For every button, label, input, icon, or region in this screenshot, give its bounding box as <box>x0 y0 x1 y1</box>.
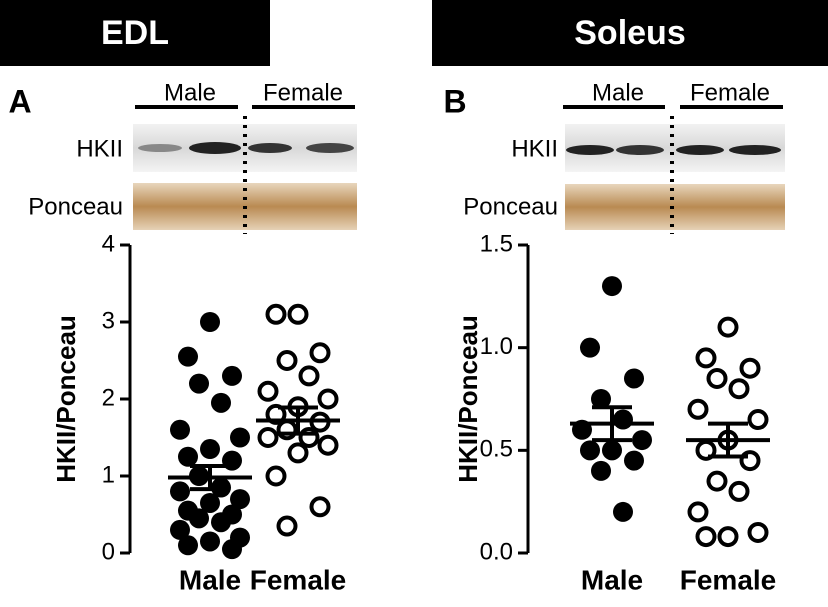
header-bar <box>0 0 270 66</box>
data-point <box>287 442 309 464</box>
y-tick-label: 1.5 <box>480 230 513 257</box>
data-point <box>591 389 611 409</box>
blot-group-label: Female <box>690 79 770 106</box>
blot-row-label: HKII <box>511 135 558 162</box>
data-point <box>178 535 198 556</box>
data-point <box>739 357 761 379</box>
data-point <box>170 519 190 540</box>
data-point <box>257 380 279 402</box>
data-point <box>178 346 198 367</box>
data-point <box>200 492 220 513</box>
data-point <box>309 496 331 518</box>
data-point <box>230 489 250 510</box>
data-point <box>170 481 190 502</box>
data-point <box>265 303 287 325</box>
data-point <box>230 427 250 448</box>
data-point <box>687 398 709 420</box>
y-tick-label: 0 <box>102 538 115 565</box>
data-point <box>706 367 728 389</box>
data-point <box>265 465 287 487</box>
y-tick-label: 0.0 <box>480 538 513 565</box>
data-point <box>317 388 339 410</box>
y-tick-label: 1.0 <box>480 333 513 360</box>
data-point <box>687 501 709 523</box>
data-point <box>717 526 739 548</box>
data-point <box>717 316 739 338</box>
data-point <box>189 508 209 529</box>
data-point <box>695 526 717 548</box>
blot-row-label: Ponceau <box>28 193 123 220</box>
data-point <box>257 427 279 448</box>
data-point <box>222 365 242 386</box>
data-point <box>580 440 600 461</box>
data-point <box>211 512 231 533</box>
data-point <box>276 419 298 441</box>
data-point <box>298 427 320 448</box>
x-tick-label: Male <box>179 564 241 595</box>
y-axis-label: HKII/Ponceau <box>453 315 483 483</box>
data-point <box>613 409 633 430</box>
blot-row-label: Ponceau <box>463 193 558 220</box>
data-point <box>580 337 600 358</box>
data-point <box>178 446 198 467</box>
data-point <box>287 303 309 325</box>
data-point <box>602 440 622 461</box>
data-point <box>728 378 750 400</box>
data-point <box>200 312 220 332</box>
data-point <box>591 460 611 481</box>
blot-row-label: HKII <box>76 135 123 162</box>
data-point <box>276 350 298 371</box>
x-tick-label: Female <box>680 564 777 595</box>
y-axis-label: HKII/Ponceau <box>51 315 81 483</box>
y-tick-label: 3 <box>102 307 115 334</box>
data-point <box>602 276 622 297</box>
blot-group-label: Male <box>164 79 216 106</box>
y-tick-label: 4 <box>102 230 115 257</box>
data-point <box>695 347 717 369</box>
data-point <box>317 434 339 456</box>
blot-group-label: Male <box>592 79 644 106</box>
data-point <box>624 368 644 389</box>
panel-letter: A <box>8 83 31 119</box>
panel-header: EDL <box>101 14 169 52</box>
data-point <box>624 450 644 471</box>
y-tick-label: 1 <box>102 461 115 488</box>
header-bar <box>432 0 828 66</box>
x-tick-label: Male <box>581 564 643 595</box>
data-point <box>706 470 728 492</box>
blot-group-label: Female <box>263 79 343 106</box>
blot-image <box>563 105 785 234</box>
data-point <box>613 501 633 522</box>
data-point <box>200 439 220 460</box>
y-tick-label: 0.5 <box>480 436 513 463</box>
data-point <box>309 342 331 364</box>
data-point <box>747 409 769 431</box>
data-point <box>298 365 320 387</box>
data-point <box>276 515 298 537</box>
data-point <box>189 373 209 394</box>
x-tick-label: Female <box>250 564 347 595</box>
data-point <box>222 539 242 560</box>
data-point <box>728 480 750 502</box>
y-tick-label: 2 <box>102 384 115 411</box>
data-point <box>200 531 220 552</box>
data-point <box>211 392 231 413</box>
data-point <box>747 521 769 543</box>
panel-header: Soleus <box>574 14 685 52</box>
data-point <box>170 419 190 440</box>
data-point <box>632 430 652 451</box>
blot-image <box>133 105 357 234</box>
panel-letter: B <box>443 83 466 119</box>
